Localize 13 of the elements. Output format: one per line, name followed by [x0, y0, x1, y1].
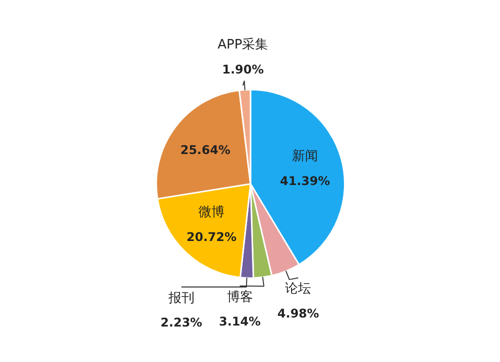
slice-label: 微博: [198, 204, 225, 220]
data-label: 3.14%: [218, 314, 261, 329]
data-label: 2.23%: [160, 316, 202, 330]
slice-label: APP采集: [218, 38, 268, 53]
data-label: 1.90%: [222, 62, 264, 77]
slice-label: 新闻: [292, 149, 318, 164]
data-label: 4.98%: [277, 306, 320, 321]
slice-label: 报刊: [167, 290, 194, 306]
slice-label: 博客: [226, 288, 253, 305]
slice-label: 论坛: [285, 282, 312, 297]
data-label: 41.39%: [280, 174, 330, 188]
data-label: 25.64%: [180, 142, 230, 157]
data-label: 20.72%: [186, 230, 237, 244]
